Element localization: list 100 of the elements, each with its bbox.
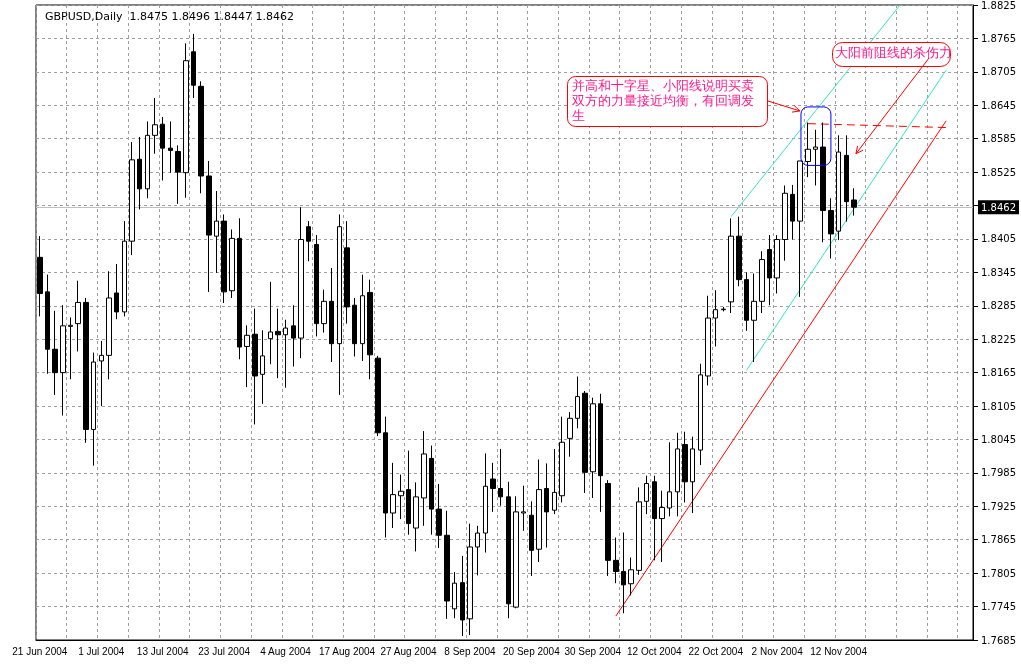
y-tick-label: 1.7865 [981, 534, 1016, 546]
candlestick [83, 297, 89, 444]
candlestick [751, 272, 757, 363]
x-tick-label: 8 Sep 2004 [444, 645, 496, 657]
y-tick-label: 1.7685 [981, 634, 1016, 646]
candlestick [413, 481, 419, 552]
candlestick [559, 416, 565, 503]
candlestick [613, 537, 619, 584]
candlestick [767, 234, 772, 306]
candlestick [229, 228, 235, 299]
candlestick [198, 80, 204, 194]
candlestick [237, 217, 242, 360]
x-tick-label: 21 Jun 2004 [12, 645, 68, 657]
candlestick [344, 220, 350, 325]
candlestick [483, 452, 488, 554]
candlestick [575, 376, 580, 429]
candlestick [467, 523, 473, 636]
candlestick [436, 483, 442, 549]
candlestick [360, 274, 365, 362]
candlestick [552, 448, 557, 515]
candlestick [851, 187, 857, 217]
y-tick-label: 1.7925 [981, 500, 1016, 512]
candlestick [367, 279, 373, 380]
candlestick [621, 532, 626, 614]
candlestick [628, 557, 634, 596]
candlestick [506, 481, 511, 619]
candlestick [321, 289, 327, 334]
x-tick-label: 12 Nov 2004 [810, 645, 868, 657]
candlestick [268, 281, 273, 365]
candlestick [314, 234, 319, 337]
y-tick-label: 1.8105 [981, 400, 1016, 412]
candlestick [221, 213, 227, 304]
candlestick [352, 297, 357, 357]
candlestick [122, 220, 127, 317]
candlestick [813, 129, 818, 186]
candlestick [168, 120, 173, 174]
text: GBPUSD,Daily 1.8475 1.8496 1.8447 1.8462 [45, 10, 294, 23]
candlestick [728, 217, 734, 314]
candlestick [475, 525, 480, 576]
candlestick [291, 304, 296, 367]
candlestick [191, 33, 196, 99]
candlestick [68, 316, 73, 380]
y-tick-label: 1.8645 [981, 99, 1016, 111]
candlestick [721, 306, 726, 312]
x-tick-label: 27 Aug 2004 [380, 645, 438, 657]
x-tick-label: 22 Oct 2004 [688, 645, 744, 657]
candlestick [705, 295, 711, 386]
candlestick [690, 436, 695, 514]
candlestick [582, 390, 588, 494]
candlestick [298, 206, 304, 359]
x-tick-label: 2 Nov 2004 [751, 645, 804, 657]
x-tick-label: 23 Jul 2004 [198, 645, 251, 657]
x-tick-label: 13 Jul 2004 [136, 645, 190, 657]
candlestick [145, 120, 150, 199]
candlestick [452, 571, 457, 619]
candlestick [91, 352, 96, 467]
annotation: 大阳前阻线的杀伤力 [835, 45, 952, 60]
candlestick [375, 355, 381, 437]
x-tick-label: 1 Jul 2004 [78, 645, 125, 657]
candlestick [60, 304, 66, 417]
y-tick-label: 1.8705 [981, 66, 1016, 78]
candlestick [306, 220, 311, 262]
candlestick [183, 42, 189, 199]
candlestick [260, 329, 265, 405]
candlestick [460, 555, 465, 637]
candlestick [536, 459, 542, 563]
candlestick [114, 263, 119, 320]
candlestick [206, 160, 212, 293]
y-tick-label: 1.8225 [981, 333, 1016, 345]
y-tick-label: 1.8045 [981, 433, 1016, 445]
candlestick [820, 122, 826, 243]
candlestick [782, 184, 788, 262]
candlestick [129, 141, 135, 256]
candlestick [383, 416, 388, 539]
y-tick-label: 1.7745 [981, 601, 1016, 613]
candlestick [529, 500, 534, 577]
candlestick [275, 308, 281, 379]
candlestick [490, 462, 496, 513]
candlestick [736, 216, 742, 287]
candlestick [590, 397, 596, 499]
candlestick [790, 184, 795, 240]
candlestick [759, 250, 765, 314]
x-tick-label: 17 Aug 2004 [318, 645, 376, 657]
candlestick [444, 510, 450, 620]
candlestick [797, 160, 803, 298]
annotation: 并高和十字星、小阳线说明买卖双方的力量接近均衡，有回调发生 [572, 78, 754, 123]
candlestick [283, 319, 288, 389]
candlestick [390, 462, 396, 529]
ref-line-label: 1.8462 [981, 201, 1016, 213]
y-tick-label: 1.8525 [981, 166, 1016, 178]
candlestick [429, 445, 434, 536]
candlestick [45, 274, 50, 375]
candlestick [644, 475, 649, 515]
candlestick [844, 134, 849, 223]
candlestick [106, 270, 112, 380]
candlestick [805, 122, 811, 178]
candlestick [99, 340, 104, 407]
candlestick [667, 441, 672, 517]
y-tick-label: 1.7805 [981, 567, 1016, 579]
x-tick-label: 30 Sep 2004 [564, 645, 622, 657]
